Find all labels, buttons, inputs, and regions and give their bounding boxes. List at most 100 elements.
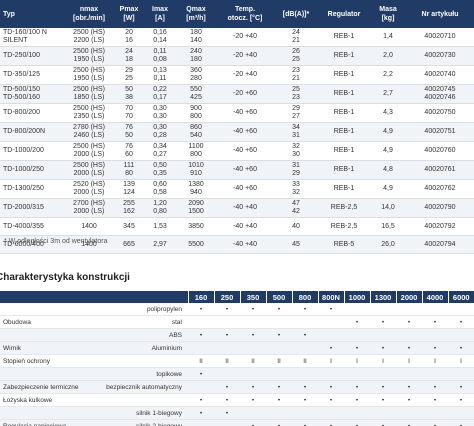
construction-mark: I	[422, 354, 448, 368]
construction-mark	[422, 303, 448, 316]
spec-cell-imax: 0,50 0,35	[144, 160, 176, 180]
table-row: TD-250/100 2500 (HS) 1950 (LS) 24 18 0,11 0,08…	[0, 46, 474, 66]
spec-cell-value: 4,9	[383, 128, 393, 135]
construction-mark	[370, 328, 396, 342]
construction-header-row: 160 250 350 500 800 800N 1000 1300 2000 4000 6000	[0, 291, 474, 303]
spec-cell-value: 29	[292, 105, 300, 112]
spec-header-unit: [obr./min]	[73, 15, 105, 22]
table-row: Wirnik Aluminium • • • • • •	[0, 341, 474, 355]
spec-cell-qmax: 2090 1500	[176, 198, 216, 218]
spec-cell-imax: 0,30 0,28	[144, 122, 176, 142]
spec-header-label: Qmax	[186, 6, 206, 13]
spec-cell-qmax: 5500	[176, 235, 216, 254]
spec-cell-masa: 26,0	[370, 235, 406, 254]
spec-cell-value: 40020760	[424, 147, 456, 154]
spec-cell-value: TD-160/100 N	[3, 29, 47, 36]
construction-size-header: 6000	[447, 291, 474, 303]
spec-cell-nmax: 2500 (HS) 2350 (LS)	[64, 103, 114, 123]
spec-cell-value: 40020751	[424, 128, 456, 135]
construction-mark	[318, 315, 344, 329]
spec-cell-qmax: 1010 910	[176, 160, 216, 180]
construction-mark	[240, 341, 266, 355]
construction-mark: •	[266, 393, 292, 407]
spec-cell-db: 25 23	[274, 84, 318, 104]
spec-cell-db: 26 25	[274, 46, 318, 66]
construction-mark	[214, 367, 240, 381]
spec-cell-reg: REB-1	[318, 160, 370, 180]
construction-mark	[292, 315, 318, 329]
construction-mark: •	[396, 341, 422, 355]
spec-cell-value: 900	[190, 105, 202, 112]
spec-cell-masa: 4,9	[370, 141, 406, 161]
spec-cell-value: -40 +60	[233, 185, 257, 192]
spec-cell-value: 32	[292, 189, 300, 196]
spec-cell-value: 0,58	[153, 189, 167, 196]
spec-cell-value: 2000 (LS)	[73, 208, 105, 215]
spec-cell-value: 2500 (HS)	[73, 48, 105, 55]
spec-cell-value: TD-800/200N	[3, 128, 46, 135]
spec-header-unit: [m³/h]	[186, 15, 206, 22]
spec-cell-value: 70	[125, 113, 133, 120]
spec-cell-nr: 40020760	[406, 141, 474, 161]
spec-cell-value: 1,53	[153, 222, 167, 230]
spec-cell-imax: 0,22 0,17	[144, 84, 176, 104]
spec-cell-pmax: 29 25	[114, 65, 144, 85]
construction-mark	[292, 341, 318, 355]
spec-cell-value: 0,60	[153, 181, 167, 188]
spec-cell-typ: TD-250/100	[0, 46, 64, 66]
construction-mark: I	[370, 354, 396, 368]
construction-row-label	[0, 303, 66, 316]
spec-cell-value: 40020762	[424, 185, 456, 192]
spec-cell-typ: TD-350/125	[0, 65, 64, 85]
spec-cell-qmax: 900 800	[176, 103, 216, 123]
spec-cell-db: 31 29	[274, 160, 318, 180]
construction-mark: •	[266, 303, 292, 316]
spec-cell-value: 40020745	[424, 86, 456, 93]
construction-mark: •	[344, 341, 370, 355]
spec-cell-pmax: 20 16	[114, 28, 144, 47]
spec-cell-value: TD-2000/315	[3, 204, 44, 211]
construction-mark: •	[214, 303, 240, 316]
spec-cell-value: 140	[190, 37, 202, 44]
spec-cell-reg: REB-1	[318, 84, 370, 104]
construction-row-sublabel: silnik 2-biegowy	[66, 419, 188, 426]
construction-mark: •	[344, 393, 370, 407]
spec-cell-nmax: 2500 (HS) 1850 (LS)	[64, 84, 114, 104]
spec-cell-typ: TD-1000/200	[0, 141, 64, 161]
spec-cell-masa: 2,7	[370, 84, 406, 104]
construction-mark: •	[240, 303, 266, 316]
spec-header-label: nmax	[79, 6, 99, 13]
spec-cell-reg: REB-2,5	[318, 217, 370, 236]
construction-mark	[188, 380, 214, 394]
spec-cell-nmax: 2780 (HS) 2460 (LS)	[64, 122, 114, 142]
spec-cell-value: 910	[190, 170, 202, 177]
spec-cell-masa: 4,9	[370, 179, 406, 199]
spec-header-cell: Temp. otocz. [°C]	[216, 0, 274, 28]
construction-mark: •	[292, 419, 318, 426]
spec-header-label: Masa	[379, 6, 397, 13]
spec-cell-value: 40020746	[424, 94, 456, 101]
construction-mark	[448, 406, 474, 420]
construction-mark	[266, 341, 292, 355]
construction-size-header: 1000	[343, 291, 370, 303]
construction-mark	[448, 303, 474, 316]
spec-cell-masa: 4,8	[370, 160, 406, 180]
spec-cell-value: 162	[123, 208, 135, 215]
spec-cell-value: 40	[292, 222, 300, 230]
spec-cell-value: -20 +60	[233, 90, 257, 97]
construction-mark: I	[396, 354, 422, 368]
spec-cell-value: 60	[125, 151, 133, 158]
construction-mark: •	[396, 419, 422, 426]
construction-mark: •	[448, 393, 474, 407]
spec-cell-value: 5500	[188, 240, 204, 248]
spec-header-cell: Masa [kg]	[370, 0, 406, 28]
spec-cell-value: 111	[123, 162, 135, 169]
spec-cell-value: 80	[125, 170, 133, 177]
spec-cell-value: 40020761	[424, 166, 456, 173]
spec-cell-value: 0,16	[153, 29, 167, 36]
spec-cell-value: -20 +40	[233, 52, 257, 59]
construction-size-header: 250	[213, 291, 240, 303]
spec-header-cell: Regulator	[318, 0, 370, 28]
spec-cell-value: 255	[123, 200, 135, 207]
spec-cell-value: 0,08	[153, 56, 167, 63]
